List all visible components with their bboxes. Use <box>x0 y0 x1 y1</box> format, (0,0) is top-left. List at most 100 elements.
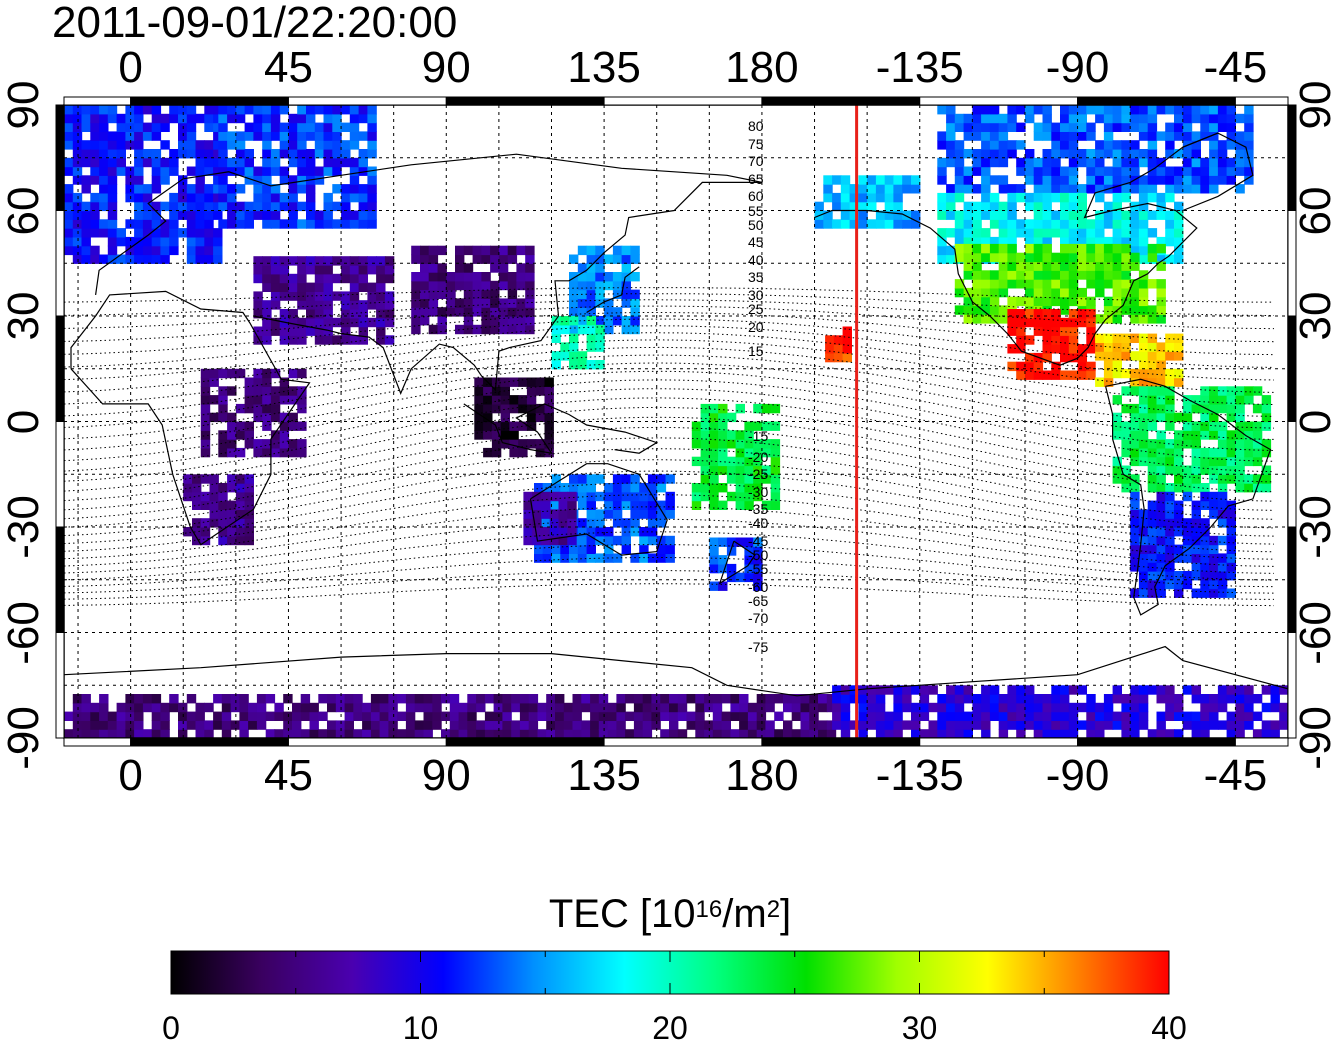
tec-region-canada-north <box>937 105 1254 194</box>
dip-label-north: 45 <box>748 234 764 251</box>
colorbar-minor-ticks <box>170 951 1170 994</box>
dip-label-north: 35 <box>748 269 764 286</box>
top-lon-tick-label: 135 <box>567 43 641 92</box>
bottom-lon-tick-label: 135 <box>567 751 641 800</box>
dip-label-north: 15 <box>748 343 764 360</box>
colorbar-tick-label: 10 <box>402 1010 439 1046</box>
top-lon-tick-label: 90 <box>421 43 471 92</box>
colorbar-title: TEC [1016/m2] <box>548 892 792 936</box>
coastline-7 <box>814 132 1219 366</box>
left-lat-tick-label: -90 <box>0 706 48 770</box>
top-lon-tick-label: 0 <box>118 43 143 92</box>
tec-region-china <box>411 245 535 335</box>
dip-label-north: 50 <box>748 216 764 233</box>
tec-region-middle-east <box>253 256 395 345</box>
dip-contour <box>64 332 1275 393</box>
dip-label-south: -40 <box>748 515 769 532</box>
dip-label-north: 20 <box>748 318 764 335</box>
dip-contour <box>64 397 1275 483</box>
dip-contour <box>64 354 1275 429</box>
dip-label-south: -50 <box>748 547 769 564</box>
dip-contour <box>64 459 1275 537</box>
dip-contour <box>64 293 1275 316</box>
top-lon-tick-label: -135 <box>875 43 964 92</box>
coastline-9 <box>1182 132 1254 212</box>
dip-label-south: -35 <box>748 501 769 518</box>
left-lat-tick-label: -30 <box>0 495 48 559</box>
tec-region-africa-east <box>200 368 307 458</box>
dip-contour <box>64 339 1275 405</box>
dip-label-south: -65 <box>748 592 769 609</box>
dip-label-south: -75 <box>748 638 769 655</box>
colorbar-tick-label: 40 <box>1151 1010 1187 1046</box>
dip-label-south: -45 <box>748 533 769 550</box>
coastlines <box>64 132 1288 697</box>
dip-contour <box>64 426 1275 511</box>
top-lon-tick-label: 180 <box>725 43 799 92</box>
map-frame-bars <box>55 96 1297 747</box>
right-lat-tick-label: 0 <box>1291 409 1340 434</box>
tec-region-new-zealand <box>709 537 763 591</box>
dip-label-north: 75 <box>748 135 764 152</box>
dip-label-north: 60 <box>748 188 764 205</box>
right-lat-tick-label: 30 <box>1291 291 1340 341</box>
tec-region-south-america-south <box>1130 491 1236 598</box>
dip-contour <box>64 583 1275 607</box>
left-lat-tick-label: 30 <box>0 291 48 341</box>
dip-contour <box>64 437 1275 520</box>
tec-region-japan-south <box>551 316 605 370</box>
colorbar-tick-label: 20 <box>652 1010 688 1046</box>
dip-contour <box>64 448 1275 529</box>
coastline-1 <box>70 290 311 546</box>
coastline-8 <box>1105 378 1272 616</box>
dip-contour <box>64 325 1275 381</box>
right-lat-tick-label: 90 <box>1291 80 1340 130</box>
dip-label-north: 70 <box>748 153 764 170</box>
tec-region-japan <box>569 245 640 335</box>
dip-label-north: 30 <box>748 286 764 303</box>
bottom-lon-tick-label: -135 <box>875 751 964 800</box>
dip-contour <box>64 379 1275 462</box>
tec-region-europe-siberia <box>64 105 223 264</box>
left-lat-tick-label: 0 <box>0 409 48 434</box>
tec-region-mexico <box>1007 309 1096 380</box>
map-timestamp-title: 2011-09-01/22:20:00 <box>52 0 458 47</box>
tec-region-se-asia <box>474 377 554 458</box>
dip-label-south: -60 <box>748 578 769 595</box>
dip-contour <box>64 362 1275 440</box>
dip-contour <box>64 287 1275 303</box>
tec-region-south-africa <box>183 474 254 546</box>
tec-data-layer <box>64 105 1288 738</box>
dip-label-south: -15 <box>748 427 769 444</box>
coastline-4 <box>529 463 668 556</box>
bottom-lon-tick-label: -45 <box>1203 751 1268 800</box>
bottom-lon-tick-label: 0 <box>118 751 143 800</box>
coastline-5 <box>718 540 756 585</box>
dip-label-north: 80 <box>748 118 764 135</box>
right-lat-tick-label: 60 <box>1291 186 1340 235</box>
dip-label-south: -30 <box>748 483 769 500</box>
left-lat-tick-label: 60 <box>0 186 48 235</box>
tec-region-antarctica-west <box>832 685 1288 738</box>
dip-label-south: -55 <box>748 561 769 578</box>
colorbar-tick-label: 0 <box>162 1010 180 1046</box>
left-lat-tick-label: -60 <box>0 600 48 665</box>
dip-label-north: 55 <box>748 202 764 219</box>
top-lon-tick-label: 45 <box>263 43 313 92</box>
magnetic-dip-contours <box>64 287 1275 607</box>
dip-contour <box>64 482 1275 553</box>
bottom-lon-tick-label: 45 <box>263 751 313 800</box>
dip-label-north: 40 <box>748 251 764 268</box>
dip-contour <box>64 346 1275 417</box>
dip-contour <box>64 506 1275 567</box>
coastline-3 <box>586 266 640 314</box>
dip-label-south: -25 <box>748 466 769 483</box>
colorbar-tick-label: 30 <box>901 1010 938 1046</box>
dip-label-south: -20 <box>748 448 769 465</box>
dip-contour <box>64 470 1275 545</box>
dip-contour <box>64 416 1275 502</box>
tec-region-north-asia <box>218 105 377 229</box>
bottom-lon-tick-label: -90 <box>1045 751 1110 800</box>
coastline-6 <box>463 403 659 455</box>
coastline-10 <box>64 645 1288 697</box>
